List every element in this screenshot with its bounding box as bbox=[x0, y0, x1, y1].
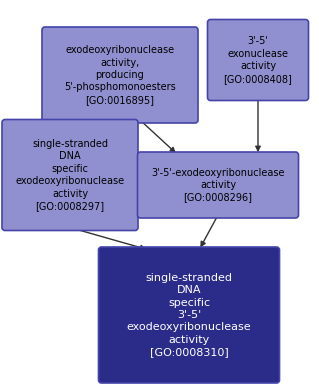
Text: single-stranded
DNA
specific
exodeoxyribonuclease
activity
[GO:0008297]: single-stranded DNA specific exodeoxyrib… bbox=[15, 139, 124, 211]
FancyBboxPatch shape bbox=[207, 19, 308, 100]
FancyBboxPatch shape bbox=[137, 152, 299, 218]
Text: exodeoxyribonuclease
activity,
producing
5'-phosphomonoesters
[GO:0016895]: exodeoxyribonuclease activity, producing… bbox=[64, 45, 176, 105]
FancyBboxPatch shape bbox=[42, 27, 198, 123]
FancyBboxPatch shape bbox=[2, 119, 138, 231]
Text: 3'-5'
exonuclease
activity
[GO:0008408]: 3'-5' exonuclease activity [GO:0008408] bbox=[224, 37, 293, 84]
Text: 3'-5'-exodeoxyribonuclease
activity
[GO:0008296]: 3'-5'-exodeoxyribonuclease activity [GO:… bbox=[151, 168, 285, 202]
Text: single-stranded
DNA
specific
3'-5'
exodeoxyribonuclease
activity
[GO:0008310]: single-stranded DNA specific 3'-5' exode… bbox=[127, 273, 251, 357]
FancyBboxPatch shape bbox=[99, 247, 279, 383]
